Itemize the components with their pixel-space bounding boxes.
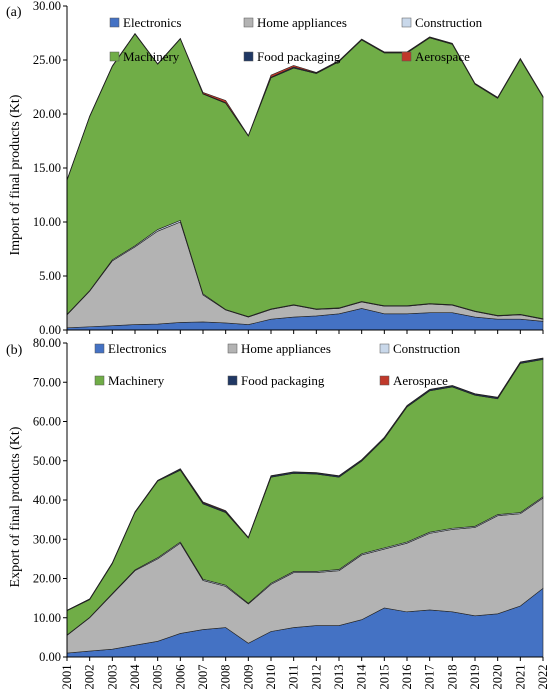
legend-label: Food packaging xyxy=(241,373,325,388)
y-tick-label: 10.00 xyxy=(33,611,61,625)
legend-swatch xyxy=(94,343,105,354)
x-tick-label: 2005 xyxy=(151,665,165,690)
x-tick-label: 2006 xyxy=(173,665,187,690)
x-tick-label: 2003 xyxy=(105,665,119,690)
x-tick-label: 2013 xyxy=(332,665,346,690)
x-tick-label: 2002 xyxy=(83,665,97,690)
x-tick-label: 2018 xyxy=(445,665,459,690)
legend-label: Aerospace xyxy=(393,373,448,388)
legend-label: Aerospace xyxy=(415,49,470,64)
y-tick-label: 60.00 xyxy=(33,415,61,429)
x-tick-label: 2017 xyxy=(423,665,437,690)
y-tick-label: 20.00 xyxy=(33,107,61,121)
x-tick-label: 2016 xyxy=(400,665,414,690)
x-tick-label: 2004 xyxy=(128,664,142,690)
x-tick-label: 2012 xyxy=(309,665,323,690)
legend-label: Home appliances xyxy=(257,15,347,30)
legend-swatch xyxy=(243,51,254,62)
x-tick-label: 2009 xyxy=(241,665,255,690)
legend-label: Machinery xyxy=(108,373,165,388)
export-chart-panel: (b) Export of final products (Kt) 0.00 10… xyxy=(6,336,544,664)
x-tick-label: 2021 xyxy=(513,665,527,690)
y-tick-label: 30.00 xyxy=(33,0,61,13)
legend-swatch xyxy=(227,375,238,386)
panel-label-a: (a) xyxy=(6,5,22,20)
x-tick-label: 2020 xyxy=(491,665,505,690)
x-axis-tick-labels: 2001 2002 2003 2004 2005 2006 2007 2008 2009 2010… xyxy=(60,664,550,690)
panel-label-b: (b) xyxy=(6,343,23,358)
import-y-axis-label: Import of final products (Kt) xyxy=(8,94,23,255)
y-tick-label: 50.00 xyxy=(33,454,61,468)
area-series-aerospace xyxy=(66,357,544,611)
y-tick-label: 40.00 xyxy=(33,493,61,507)
legend-swatch xyxy=(109,17,120,28)
x-tick-label: 2008 xyxy=(219,665,233,690)
x-tick-label: 2014 xyxy=(355,664,369,690)
legend-swatch xyxy=(401,17,412,28)
legend-swatch xyxy=(379,375,390,386)
import-chart-panel: (a) Import of final products (Kt) 0.00 5.… xyxy=(6,0,544,337)
y-tick-label: 25.00 xyxy=(33,53,61,67)
legend-label: Electronics xyxy=(108,341,166,356)
legend-label: Electronics xyxy=(123,15,181,30)
legend-label: Construction xyxy=(393,341,461,356)
x-tick-label: 2019 xyxy=(468,665,482,690)
y-tick-label: 0.00 xyxy=(39,323,61,337)
legend-swatch xyxy=(401,51,412,62)
y-tick-label: 0.00 xyxy=(39,650,61,664)
x-tick-label: 2011 xyxy=(287,665,301,690)
y-tick-label: 30.00 xyxy=(33,532,61,546)
legend-swatch xyxy=(243,17,254,28)
export-y-axis-label: Export of final products (Kt) xyxy=(8,426,23,587)
y-tick-label: 15.00 xyxy=(33,161,61,175)
legend-swatch xyxy=(227,343,238,354)
legend-label: Machinery xyxy=(123,49,180,64)
legend-swatch xyxy=(109,51,120,62)
x-tick-label: 2010 xyxy=(264,665,278,690)
x-tick-label: 2007 xyxy=(196,665,210,690)
area-series-aerospace xyxy=(66,33,544,180)
x-tick-label: 2001 xyxy=(60,665,74,690)
legend-label: Home appliances xyxy=(241,341,331,356)
legend-swatch xyxy=(379,343,390,354)
y-tick-label: 10.00 xyxy=(33,215,61,229)
x-tick-label: 2015 xyxy=(377,665,391,690)
y-tick-label: 20.00 xyxy=(33,572,61,586)
y-tick-label: 80.00 xyxy=(33,336,61,350)
legend-swatch xyxy=(94,375,105,386)
y-tick-label: 70.00 xyxy=(33,375,61,389)
legend-label: Food packaging xyxy=(257,49,341,64)
legend-label: Construction xyxy=(415,15,483,30)
x-tick-label: 2022 xyxy=(536,665,550,690)
y-tick-label: 5.00 xyxy=(39,269,61,283)
